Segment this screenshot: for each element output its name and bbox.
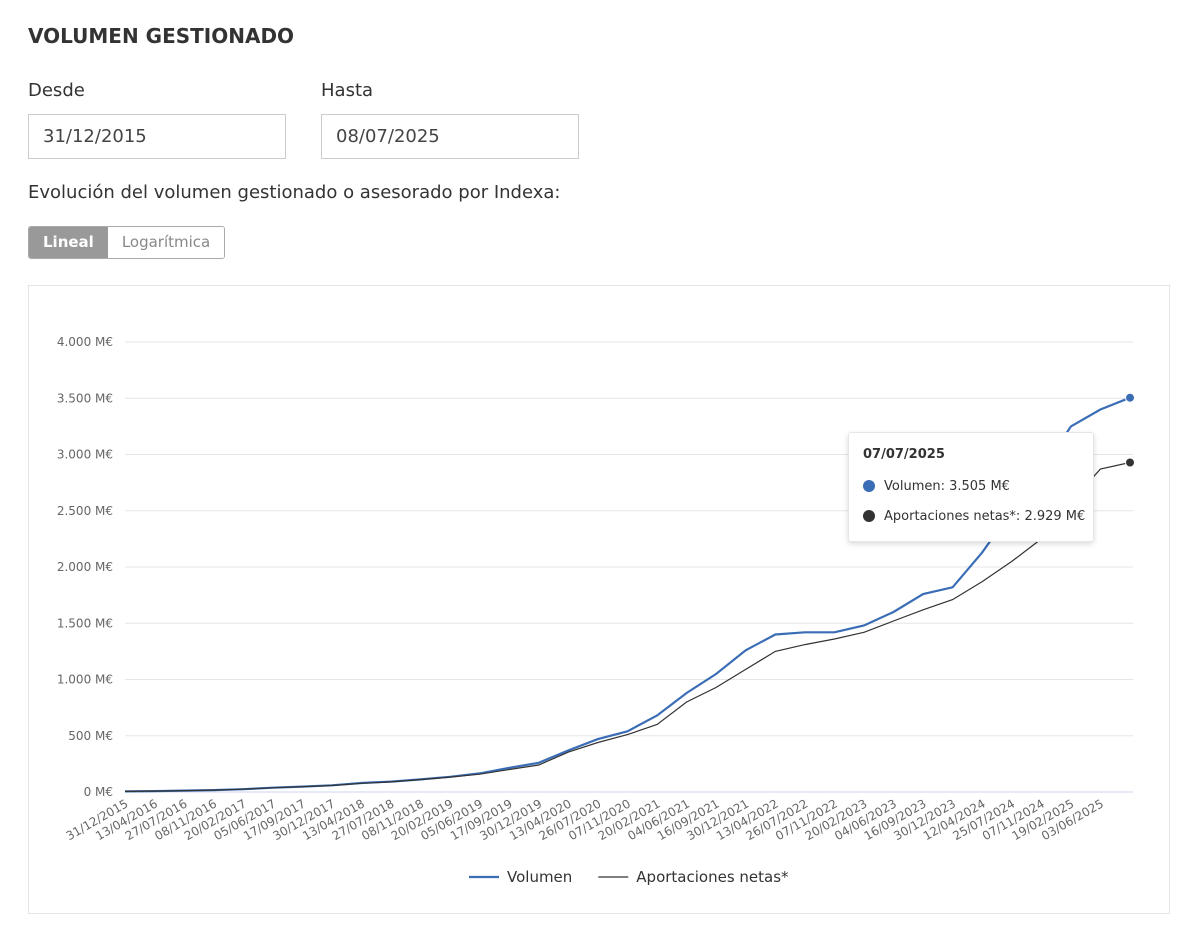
chart-frame	[28, 285, 1170, 914]
tooltip-dot	[863, 480, 875, 492]
series-marker	[1125, 457, 1135, 468]
tooltip-text: Aportaciones netas*: 2.929 M€	[884, 509, 1086, 524]
y-tick-label: 3.500 M€	[57, 391, 113, 405]
legend-label: Volumen	[507, 868, 572, 886]
from-input[interactable]: 31/12/2015	[28, 114, 286, 159]
y-tick-label: 1.500 M€	[57, 616, 113, 630]
tooltip-title: 07/07/2025	[863, 447, 945, 462]
to-label: Hasta	[321, 80, 374, 101]
chart: 0 M€ 500 M€ 1.000 M€ 1.500 M€ 2.000 M€ 2.500 …	[57, 335, 1135, 886]
tooltip: 07/07/2025 Volumen: 3.505 M€ Aportaciones…	[848, 432, 1094, 542]
tooltip-dot	[863, 510, 875, 522]
scale-toggle: Lineal Logarítmica	[28, 226, 226, 259]
tooltip-entry: Aportaciones netas*: 2.929 M€	[863, 509, 1085, 524]
tooltip-text: Volumen: 3.505 M€	[884, 479, 1010, 494]
tooltip-entry: Volumen: 3.505 M€	[863, 479, 1010, 494]
y-tick-label: 500 M€	[68, 729, 113, 743]
description: Evolución del volumen gestionado o aseso…	[28, 182, 561, 203]
y-tick-label: 2.000 M€	[57, 560, 113, 574]
scale-option[interactable]: Logarítmica	[107, 227, 225, 258]
y-tick-label: 2.500 M€	[57, 504, 113, 518]
legend-label: Aportaciones netas*	[636, 868, 789, 886]
y-tick-label: 1.000 M€	[57, 673, 113, 687]
scale-option[interactable]: Lineal	[29, 227, 108, 258]
page-title: VOLUMEN GESTIONADO	[28, 24, 295, 48]
from-label: Desde	[28, 80, 85, 101]
to-input[interactable]: 08/07/2025	[321, 114, 579, 159]
series-marker	[1125, 392, 1135, 403]
y-tick-label: 0 M€	[84, 785, 113, 799]
y-tick-label: 3.000 M€	[57, 448, 113, 462]
y-tick-label: 4.000 M€	[57, 335, 113, 349]
series-line	[124, 461, 1131, 792]
